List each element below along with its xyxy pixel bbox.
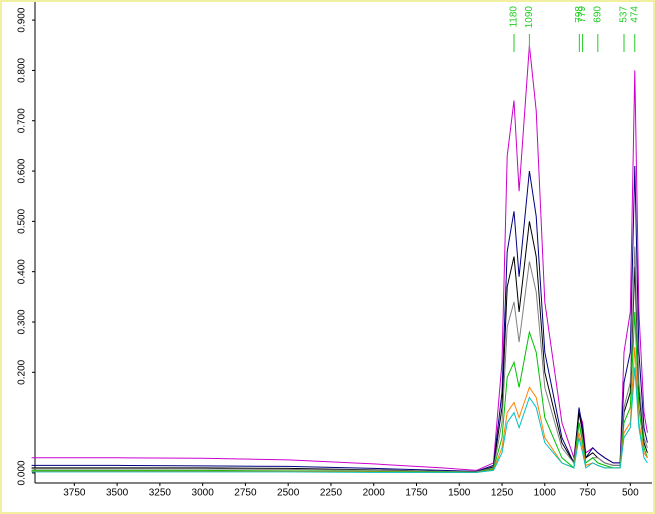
- x-tick-label: 2500: [277, 488, 300, 499]
- peak-label: 1090: [524, 6, 535, 29]
- y-tick-label: 0.400: [17, 259, 28, 284]
- peak-label: 1180: [509, 6, 520, 28]
- y-tick-label: 0.600: [17, 158, 28, 183]
- x-tick-label: 3750: [63, 488, 86, 499]
- peak-label: 798: [574, 6, 585, 23]
- x-tick-label: 1750: [405, 488, 428, 499]
- x-tick-label: 500: [622, 488, 639, 499]
- spectrum-line: [31, 367, 648, 473]
- y-tick-label: 0.200: [17, 359, 28, 384]
- y-tick-label: 0.800: [17, 57, 28, 82]
- y-tick-label: 0.300: [17, 309, 28, 334]
- peak-label: 537: [619, 6, 630, 23]
- x-tick-label: 3000: [192, 488, 215, 499]
- y-tick-label: 0.900: [17, 7, 28, 32]
- y-tick-label: 0.500: [17, 208, 28, 233]
- peak-label: 779: [577, 6, 588, 23]
- spectrum-line: [31, 165, 648, 472]
- x-tick-label: 2000: [363, 488, 386, 499]
- x-tick-label: 1250: [491, 488, 514, 499]
- x-tick-label: 3250: [149, 488, 172, 499]
- x-tick-label: 2250: [320, 488, 343, 499]
- y-tick-label: 0.700: [17, 108, 28, 133]
- peak-label: 690: [592, 6, 603, 23]
- y-tick-label: 0.000: [17, 460, 28, 485]
- x-tick-label: 750: [579, 488, 596, 499]
- peak-label: 474: [629, 6, 640, 23]
- x-tick-label: 1500: [448, 488, 471, 499]
- x-tick-label: 3500: [106, 488, 129, 499]
- x-tick-label: 2750: [234, 488, 257, 499]
- x-tick-label: 1000: [534, 488, 557, 499]
- spectrum-line: [31, 45, 648, 471]
